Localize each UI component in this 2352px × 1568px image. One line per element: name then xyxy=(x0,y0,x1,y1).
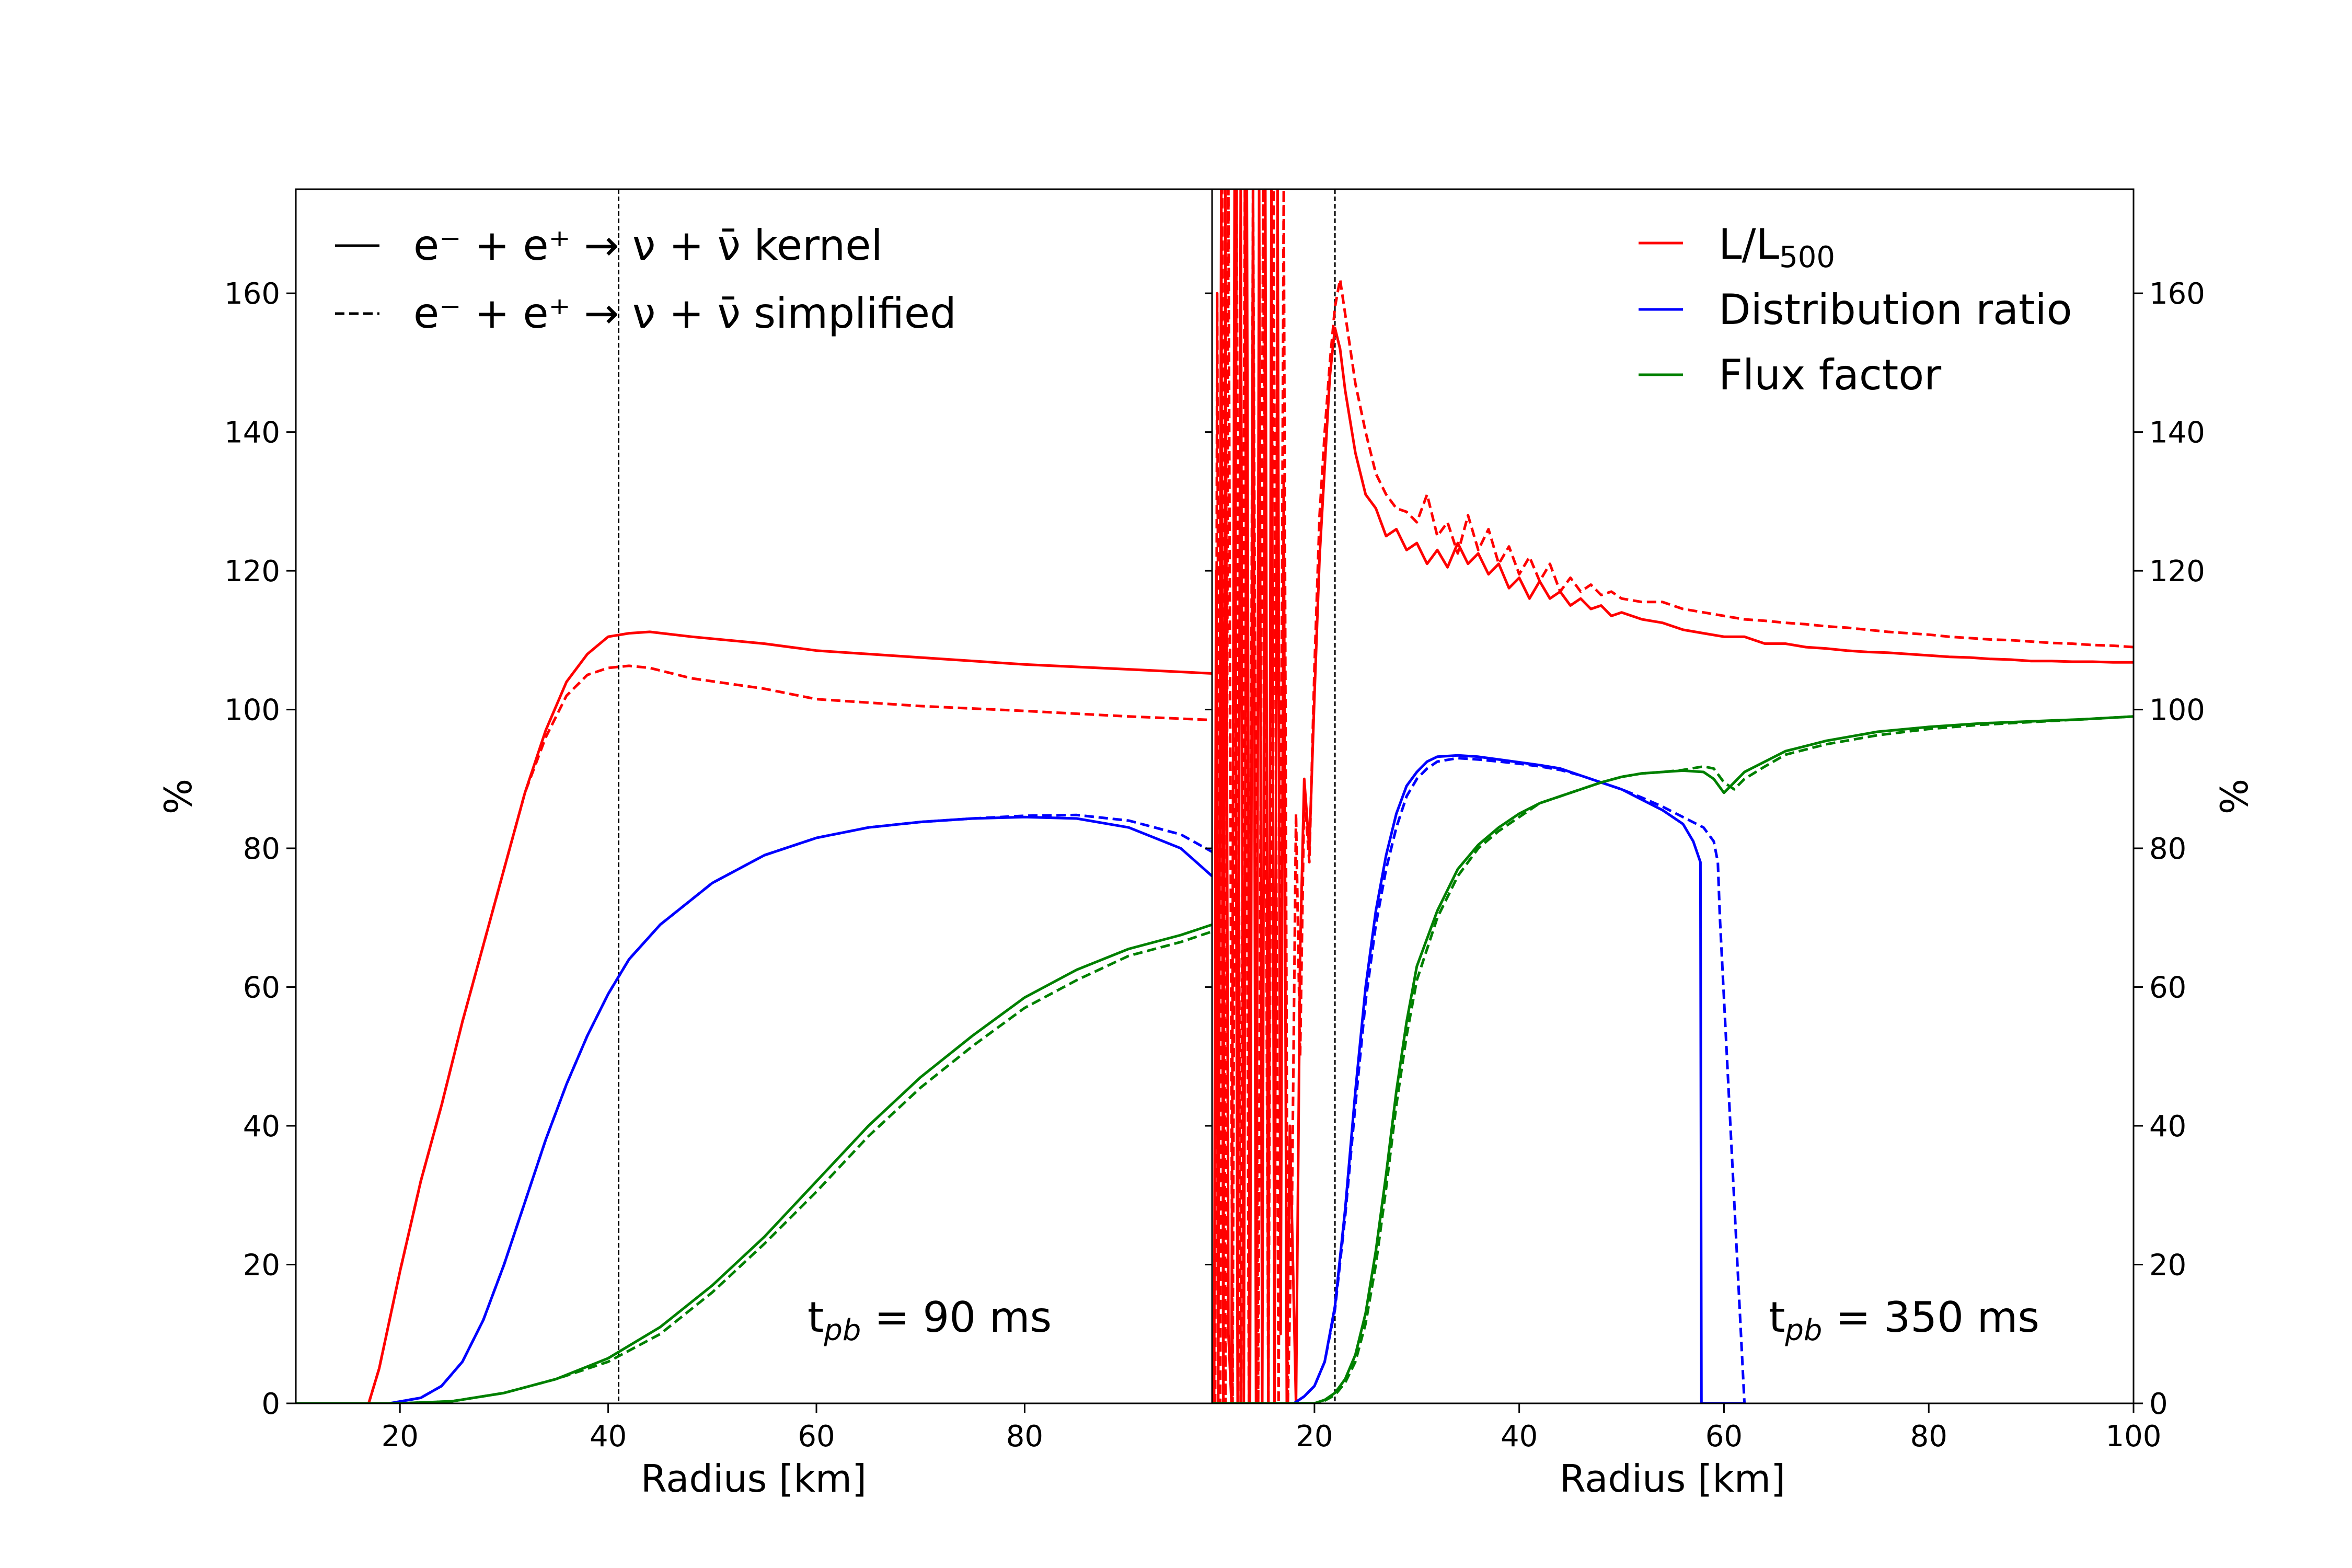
left-time-annotation: tpb = 90 ms xyxy=(808,1293,1052,1347)
legend-l-label: L/L500 xyxy=(1719,220,1835,274)
left-axes-frame xyxy=(295,188,1213,1404)
left-y-tick-label: 80 xyxy=(243,832,280,866)
right-y-tick-label: 40 xyxy=(2149,1110,2186,1144)
left-y-tick-label: 120 xyxy=(224,555,280,589)
left-series-l-l500-solid xyxy=(296,630,1212,1403)
right-x-axis-label: Radius [km] xyxy=(1560,1457,1785,1501)
right-y-tick-label: 160 xyxy=(2149,277,2205,311)
left-plot-area xyxy=(296,189,1212,1403)
right-series-distribution-ratio-dashed xyxy=(1212,757,1746,1403)
right-series-l-l500-solid xyxy=(1213,189,2134,1403)
left-x-tick-label: 80 xyxy=(1006,1420,1043,1454)
right-y-tick-label: 0 xyxy=(2149,1387,2168,1421)
left-y-tick-label: 20 xyxy=(243,1249,280,1283)
left-y-tick-label: 40 xyxy=(243,1110,280,1144)
right-y-tick-label: 60 xyxy=(2149,971,2186,1005)
right-series-distribution-ratio-solid xyxy=(1212,754,1745,1403)
left-series-distribution-ratio-solid xyxy=(296,815,1212,1403)
right-y-tick-label: 100 xyxy=(2149,694,2205,728)
left-y-tick-label: 160 xyxy=(224,277,280,311)
right-series-l-l500-dashed xyxy=(1214,189,2134,1403)
right-series-flux-factor-solid xyxy=(1212,715,2134,1403)
left-y-axis-label: % xyxy=(156,779,200,814)
right-y-tick-label: 120 xyxy=(2149,555,2205,589)
right-x-tick-label: 40 xyxy=(1501,1420,1538,1454)
left-series-flux-factor-solid xyxy=(296,923,1212,1403)
right-x-tick-label: 20 xyxy=(1296,1420,1333,1454)
right-y-tick-label: 140 xyxy=(2149,416,2205,450)
left-x-tick-label: 60 xyxy=(798,1420,835,1454)
left-plot-panel: 20 40 60 80 0 20 40 60 80 100 120 140 160 tpb = 90 m… xyxy=(156,188,1213,1501)
left-x-tick-label: 20 xyxy=(382,1420,419,1454)
right-legend: L/L500 Distribution ratio Flux factor xyxy=(1639,220,2072,399)
right-plot-area xyxy=(1212,189,2134,1403)
right-x-tick-label: 80 xyxy=(1910,1420,1947,1454)
right-y-tick-label: 80 xyxy=(2149,832,2186,866)
left-series-l-l500-dashed xyxy=(296,664,1212,1403)
legend-simplified-label: e⁻ + e⁺ → ν + ν̄ simplified xyxy=(413,289,956,338)
right-axes-frame xyxy=(1211,188,2135,1404)
right-x-tick-label: 100 xyxy=(2106,1420,2162,1454)
left-x-axis-label: Radius [km] xyxy=(641,1457,867,1501)
legend-kernel-label: e⁻ + e⁺ → ν + ν̄ kernel xyxy=(413,221,883,270)
left-series-flux-factor-dashed xyxy=(296,930,1212,1403)
left-y-tick-label: 100 xyxy=(224,694,280,728)
left-legend: e⁻ + e⁺ → ν + ν̄ kernel e⁻ + e⁺ → ν + ν̄… xyxy=(335,221,956,338)
left-x-tick-label: 40 xyxy=(590,1420,627,1454)
left-axis-ticks: 20 40 60 80 0 20 40 60 80 100 120 140 160 xyxy=(224,277,1212,1454)
right-series-flux-factor-dashed xyxy=(1212,715,2134,1403)
right-x-tick-label: 60 xyxy=(1705,1420,1743,1454)
left-series-distribution-ratio-dashed xyxy=(296,813,1212,1403)
legend-distribution-label: Distribution ratio xyxy=(1719,285,2072,334)
right-time-annotation: tpb = 350 ms xyxy=(1769,1293,2039,1347)
left-y-tick-label: 0 xyxy=(261,1387,280,1421)
right-y-tick-label: 20 xyxy=(2149,1249,2186,1283)
left-y-tick-label: 140 xyxy=(224,416,280,450)
right-y-axis-label: % xyxy=(2212,779,2256,814)
left-y-tick-label: 60 xyxy=(243,971,280,1005)
legend-flux-label: Flux factor xyxy=(1719,351,1941,399)
